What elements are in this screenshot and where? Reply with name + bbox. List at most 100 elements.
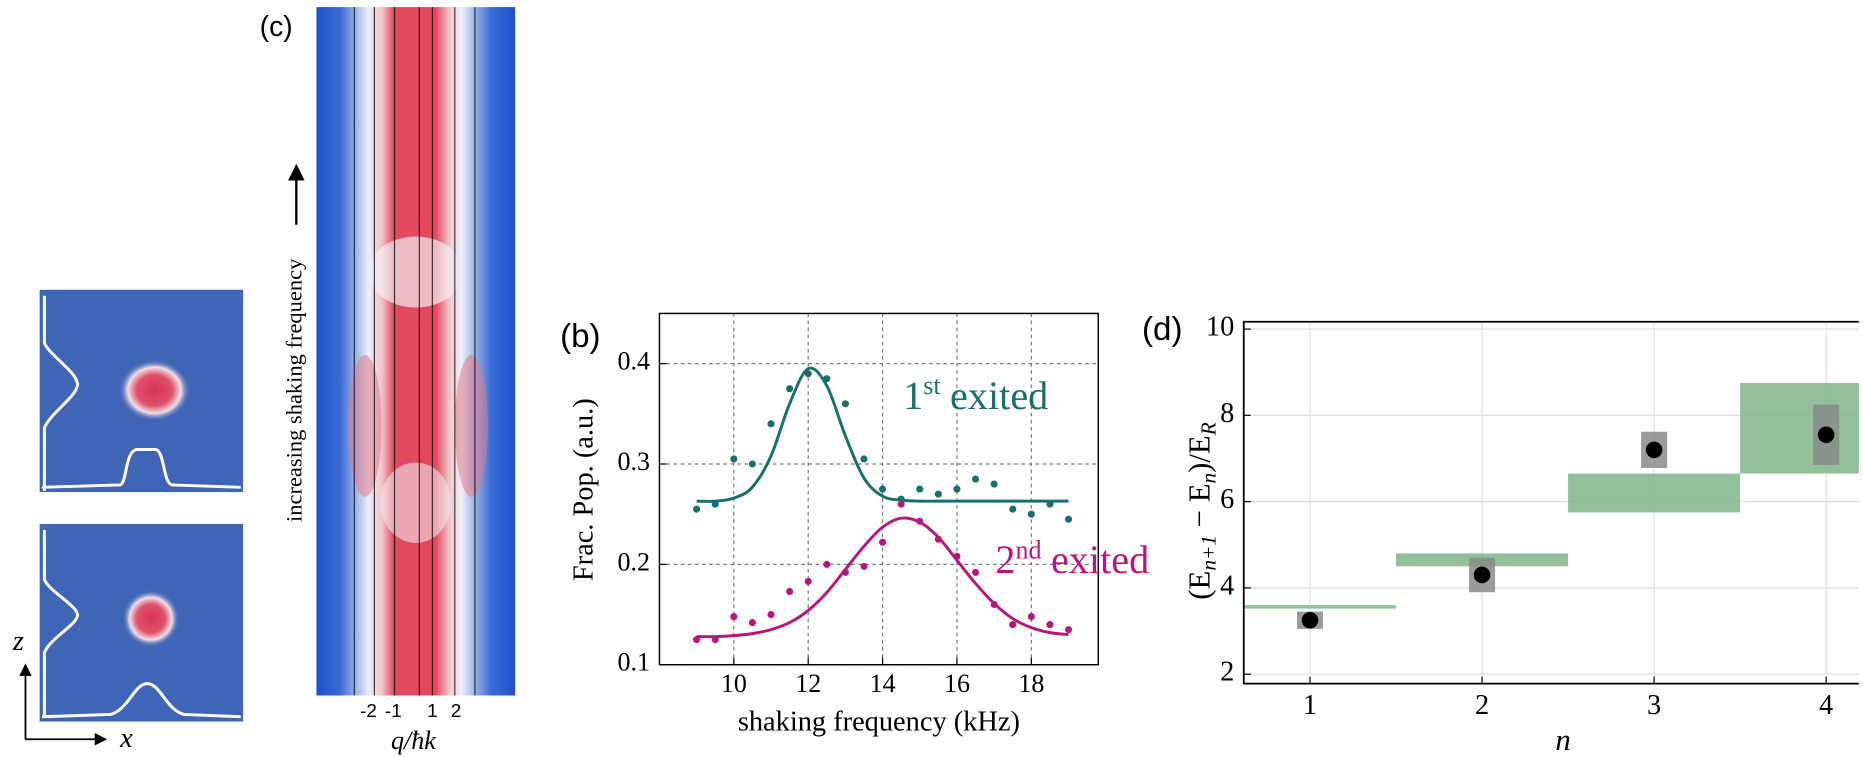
data-point: [730, 613, 738, 621]
chart-b: 10 12 14 16 180.10.20.30.4(b)shaking frequen…: [560, 312, 1149, 737]
data-point: [1009, 621, 1017, 629]
x-tick-label: 16: [944, 669, 970, 698]
y-tick-label: 0.1: [617, 648, 650, 677]
data-point: [879, 538, 887, 546]
annotation: 2nd exited: [995, 535, 1149, 582]
absorption-images: z x: [12, 289, 244, 754]
y-title-sub: n+1: [1197, 535, 1221, 571]
data-point: [934, 490, 942, 498]
data-point: [730, 455, 738, 463]
y-tick-label: 0.2: [617, 547, 650, 576]
x-tick-label: 12: [795, 669, 821, 698]
heatmap-feature: [454, 354, 488, 497]
x-tick-label: 3: [1647, 690, 1661, 721]
plot-frame: [1242, 320, 1859, 685]
annotation-sup: nd: [1015, 535, 1041, 564]
data-point: [1064, 515, 1073, 523]
y-title-sub: n: [1197, 473, 1221, 484]
data-point: [860, 455, 868, 463]
data-point: [972, 475, 980, 483]
x-tick-label: 14: [870, 669, 896, 698]
heatmap-feature: [348, 354, 382, 497]
data-point: [1009, 505, 1017, 513]
data-point: [823, 560, 831, 568]
tick-labels: -2 -1 1 2: [360, 701, 461, 722]
data-point: [1027, 510, 1035, 518]
profile: [42, 295, 79, 491]
data-point: [786, 587, 794, 596]
annotation-number: 2: [995, 537, 1015, 582]
panel-label: (b): [560, 318, 600, 355]
x-tick-label: 10: [721, 669, 747, 698]
data-point: [860, 562, 868, 570]
data-point: [1046, 621, 1054, 629]
heatmap-lines: [353, 7, 476, 696]
data-point: [1817, 426, 1835, 444]
tick-label: -1: [385, 701, 402, 722]
data-point: [879, 485, 887, 493]
plot-frame: [658, 312, 1099, 666]
data-point: [897, 500, 905, 508]
y-title-text: )/E: [1182, 435, 1216, 473]
y-tick-label: 2: [1220, 657, 1234, 688]
x-tick-label: 4: [1819, 690, 1833, 721]
tick-label: 1: [427, 701, 438, 722]
data-point: [786, 385, 794, 393]
data-point: [1645, 441, 1663, 459]
annotation-sup: st: [923, 371, 941, 400]
data-point: [748, 619, 756, 627]
z-label: z: [12, 626, 24, 657]
x-tick-label: 2: [1475, 690, 1489, 721]
data-point: [1301, 611, 1319, 629]
y-title-sub: R: [1197, 422, 1221, 436]
panel-label: (c): [260, 11, 293, 43]
y-tick-label: 4: [1220, 570, 1234, 601]
x-axis-title: shaking frequency (kHz): [738, 706, 1020, 737]
data-point: [1473, 566, 1491, 584]
data-point: [972, 568, 980, 576]
panel-c: (c) increasing shaking frequency -2 -1 1 2 …: [260, 7, 516, 755]
y-tick-label: 0.3: [617, 447, 650, 476]
data-point: [1064, 626, 1073, 634]
data-point: [748, 460, 756, 468]
data-point: [916, 485, 924, 493]
cloud: [118, 359, 190, 422]
x-label: q/ħk: [391, 726, 436, 755]
y-title-text: (E: [1182, 571, 1216, 600]
heatmap-feature: [380, 462, 452, 543]
theory-band: [1243, 605, 1397, 609]
x-axis-title: n: [1555, 723, 1570, 757]
data-point: [804, 577, 812, 585]
y-tick-label: 8: [1220, 398, 1234, 429]
fit-curve: [696, 366, 1069, 503]
y-tick-label: 10: [1206, 312, 1234, 343]
data-point: [1027, 613, 1035, 621]
heatmap: [316, 7, 516, 696]
profile: [41, 447, 241, 489]
profile: [41, 682, 241, 719]
tick-label: 2: [451, 701, 462, 722]
data-point: [767, 611, 775, 619]
annotation: 1st exited: [903, 371, 1048, 418]
cloud: [122, 590, 180, 647]
annotation-number: 1: [903, 373, 923, 418]
y-tick-label: 0.4: [617, 347, 650, 376]
panel-label: (d): [1142, 311, 1182, 348]
x-tick-label: 18: [1018, 669, 1044, 698]
y-tick-label: 6: [1220, 484, 1234, 515]
theory-band: [1740, 382, 1859, 474]
data-point: [693, 505, 701, 513]
y-title-text: − E: [1182, 483, 1216, 535]
plot-area: [1243, 382, 1859, 629]
annotation-text: exited: [1051, 537, 1149, 582]
y-axis-title: (En+1 − En)/ER: [1182, 422, 1220, 599]
data-point: [953, 485, 961, 493]
tick-label: -2: [360, 701, 377, 722]
y-axis-title: Frac. Pop. (a.u.): [569, 398, 600, 581]
x-label: x: [119, 723, 133, 754]
data-point: [841, 400, 849, 408]
profile: [42, 529, 79, 717]
